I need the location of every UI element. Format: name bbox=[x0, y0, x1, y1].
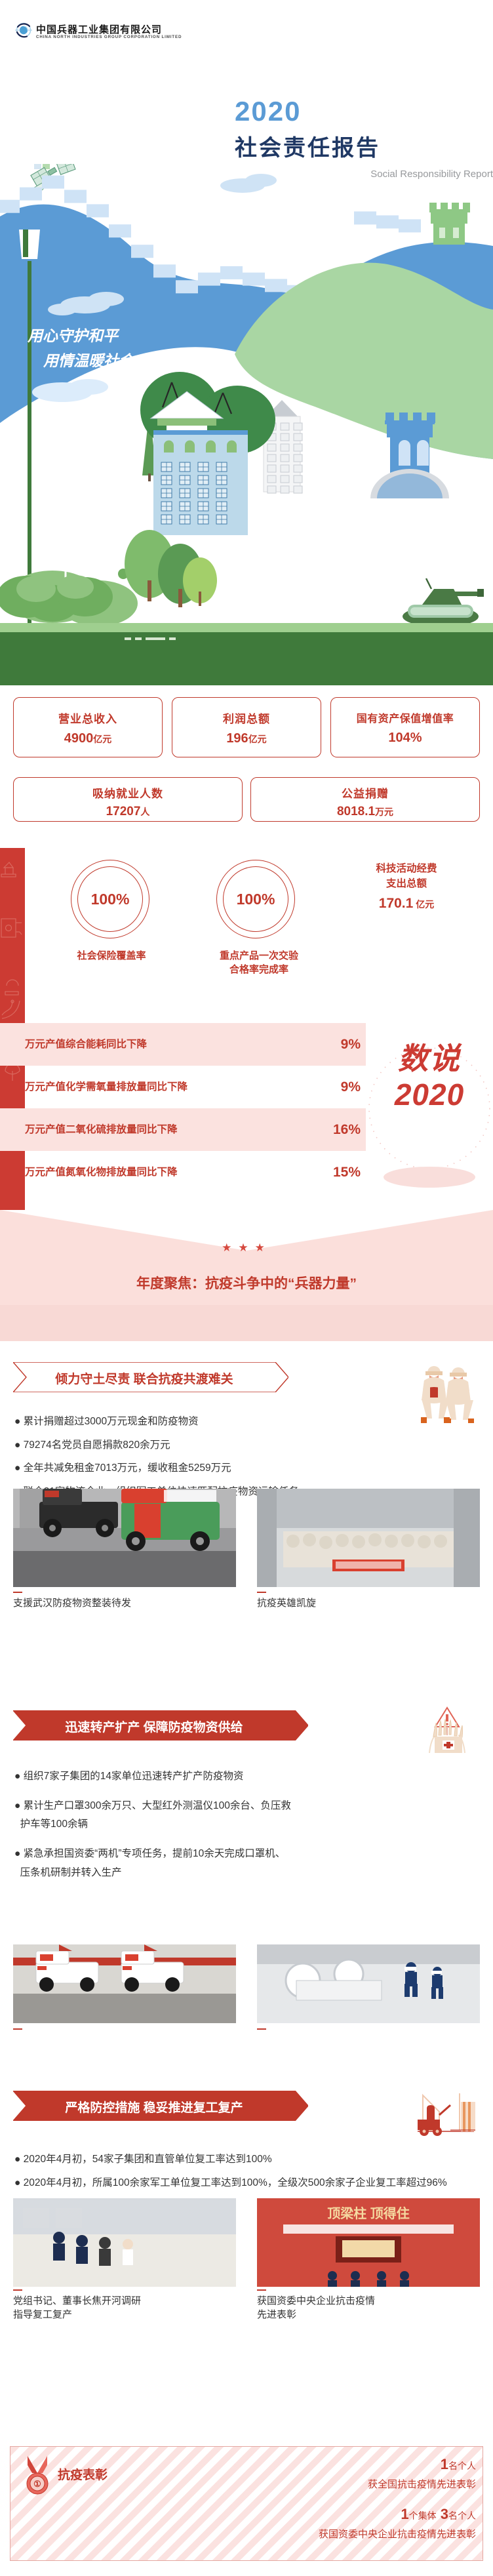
svg-text:用心守护和平: 用心守护和平 bbox=[27, 327, 120, 344]
svg-text:顶梁柱 顶得住: 顶梁柱 顶得住 bbox=[327, 2205, 410, 2221]
svg-text:Social Responsibility Report: Social Responsibility Report bbox=[370, 169, 493, 180]
svg-text:①: ① bbox=[33, 2479, 41, 2489]
svg-text:用情温暖社会: 用情温暖社会 bbox=[43, 352, 136, 369]
